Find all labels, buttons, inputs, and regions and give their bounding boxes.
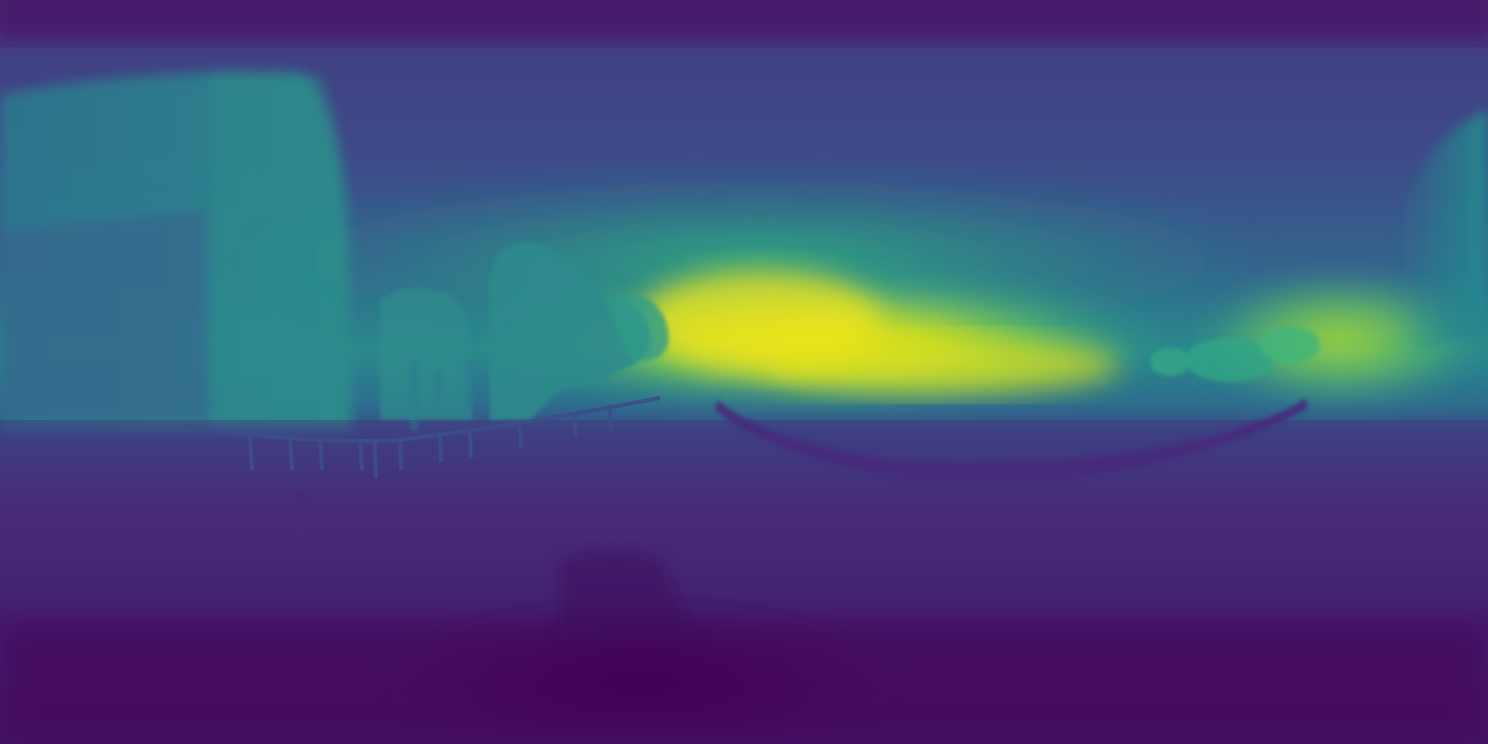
sky-top-band [0,0,1488,40]
near-object [560,552,700,640]
right-shrubs [1150,327,1320,382]
bollard [297,490,305,530]
trees [380,242,669,430]
right-building [1395,110,1488,360]
near-floor [0,620,1488,744]
left-railing [184,396,661,479]
horizon-glow-right [760,337,1120,393]
right-barrier [715,398,1308,485]
